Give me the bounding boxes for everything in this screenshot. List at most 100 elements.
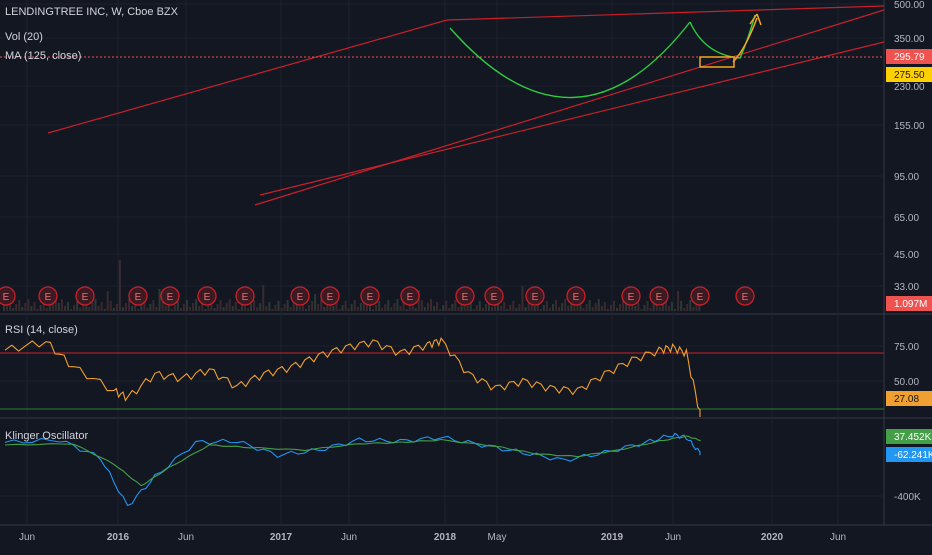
volume-bar bbox=[646, 301, 649, 311]
volume-bar bbox=[30, 306, 33, 311]
rsi-tick-label: 75.00 bbox=[894, 342, 919, 353]
klinger-signal-line[interactable] bbox=[4, 435, 701, 487]
volume-bar bbox=[561, 303, 564, 311]
earnings-marker[interactable] bbox=[621, 286, 641, 306]
earnings-marker[interactable] bbox=[0, 286, 16, 306]
cup-curve[interactable] bbox=[449, 21, 691, 99]
volume-bar bbox=[243, 301, 246, 311]
earnings-marker-label: E bbox=[82, 292, 89, 303]
projection-arrow[interactable] bbox=[732, 17, 758, 63]
klinger-indicator-label[interactable]: Klinger Oscillator bbox=[5, 430, 88, 442]
volume-bar bbox=[445, 301, 448, 311]
klinger-kvo-line[interactable] bbox=[4, 432, 701, 507]
earnings-marker[interactable] bbox=[197, 286, 217, 306]
earnings-marker[interactable] bbox=[235, 286, 255, 306]
volume-bar bbox=[460, 303, 463, 311]
volume-bar bbox=[198, 306, 201, 311]
earnings-marker[interactable] bbox=[160, 286, 180, 306]
price-tick-label: 33.00 bbox=[894, 282, 919, 293]
volume-bar bbox=[298, 306, 301, 311]
earnings-marker-label: E bbox=[462, 292, 469, 303]
volume-bar bbox=[585, 304, 588, 311]
volume-bar bbox=[628, 303, 631, 311]
volume-bar bbox=[106, 291, 109, 311]
earnings-marker[interactable] bbox=[128, 286, 148, 306]
earnings-marker-label: E bbox=[697, 292, 704, 303]
volume-bar bbox=[146, 308, 149, 311]
symbol-title[interactable]: LENDINGTREE INC, W, Cboe BZX bbox=[5, 6, 179, 18]
volume-bar bbox=[362, 299, 365, 311]
volume-badge-bg bbox=[886, 296, 932, 311]
earnings-marker-label: E bbox=[327, 292, 334, 303]
volume-bar bbox=[686, 304, 689, 311]
volume-bar bbox=[405, 309, 408, 311]
volume-bar bbox=[451, 304, 454, 311]
volume-bar bbox=[414, 308, 417, 311]
upper-breakout-trendline[interactable] bbox=[254, 9, 885, 206]
klinger-signal-badge: 37.452K bbox=[894, 432, 932, 443]
volume-bar bbox=[545, 301, 548, 311]
volume-bar bbox=[100, 302, 103, 311]
volume-bar bbox=[131, 306, 134, 311]
volume-bar bbox=[94, 299, 97, 311]
earnings-marker[interactable] bbox=[360, 286, 380, 306]
volume-bar bbox=[51, 300, 54, 311]
earnings-marker-label: E bbox=[45, 292, 52, 303]
volume-bar bbox=[317, 304, 320, 311]
volume-bar bbox=[88, 307, 91, 311]
volume-bar bbox=[201, 302, 204, 311]
volume-bar bbox=[372, 309, 375, 311]
volume-bar bbox=[542, 305, 545, 311]
volume-bar bbox=[112, 308, 115, 311]
ma-indicator-label[interactable]: MA (125, close) bbox=[5, 50, 81, 62]
volume-bar bbox=[606, 309, 609, 311]
volume-bar bbox=[320, 300, 323, 311]
volume-bar bbox=[304, 309, 307, 311]
volume-bar bbox=[250, 304, 253, 311]
volume-bar bbox=[182, 304, 185, 311]
volume-bar bbox=[301, 302, 304, 311]
rsi-line[interactable] bbox=[4, 337, 701, 417]
earnings-marker[interactable] bbox=[735, 286, 755, 306]
volume-bar bbox=[670, 302, 673, 311]
volume-bar bbox=[652, 304, 655, 311]
volume-bar bbox=[219, 300, 222, 311]
grid bbox=[0, 0, 884, 525]
earnings-marker[interactable] bbox=[38, 286, 58, 306]
volume-bar bbox=[344, 301, 347, 311]
volume-bar bbox=[674, 309, 676, 311]
volume-bar bbox=[576, 305, 579, 311]
volume-bar bbox=[433, 306, 436, 311]
price-tick-label: 45.00 bbox=[894, 250, 919, 261]
volume-bar bbox=[548, 308, 551, 311]
handle-curve[interactable] bbox=[689, 14, 756, 59]
volume-bar bbox=[91, 303, 94, 311]
volume-bar bbox=[36, 309, 39, 311]
earnings-marker-label: E bbox=[297, 292, 304, 303]
earnings-marker[interactable] bbox=[290, 286, 310, 306]
volume-bar bbox=[231, 306, 234, 311]
volume-bar bbox=[347, 308, 350, 311]
vol-indicator-label[interactable]: Vol (20) bbox=[5, 31, 43, 43]
earnings-marker[interactable] bbox=[75, 286, 95, 306]
upper-channel-trendline[interactable] bbox=[47, 19, 448, 134]
earnings-marker[interactable] bbox=[525, 286, 545, 306]
earnings-marker[interactable] bbox=[320, 286, 340, 306]
earnings-marker[interactable] bbox=[484, 286, 504, 306]
upper-resistance-trendline[interactable] bbox=[446, 5, 885, 21]
volume-bar bbox=[27, 299, 30, 311]
earnings-marker[interactable] bbox=[649, 286, 669, 306]
volume-bar bbox=[274, 305, 277, 311]
earnings-marker[interactable] bbox=[566, 286, 586, 306]
earnings-marker[interactable] bbox=[455, 286, 475, 306]
volume-bar bbox=[143, 301, 146, 311]
earnings-marker[interactable] bbox=[400, 286, 420, 306]
volume-bar bbox=[677, 291, 680, 311]
volume-bar bbox=[524, 307, 527, 311]
lower-channel-trendline[interactable] bbox=[259, 41, 885, 196]
volume-bar bbox=[311, 301, 314, 311]
rsi-indicator-label[interactable]: RSI (14, close) bbox=[5, 324, 78, 336]
klinger-kvo-badge: -62.241K bbox=[894, 450, 932, 461]
earnings-marker[interactable] bbox=[690, 286, 710, 306]
volume-bar bbox=[613, 301, 615, 311]
